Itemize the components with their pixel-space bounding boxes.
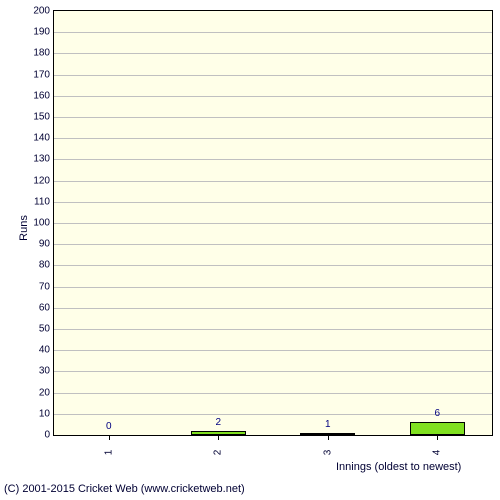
y-tick-label: 60 bbox=[39, 302, 50, 313]
grid-line bbox=[54, 244, 492, 245]
bar-value-label: 0 bbox=[106, 421, 112, 432]
x-axis-label: Innings (oldest to newest) bbox=[336, 461, 461, 473]
y-tick-label: 180 bbox=[33, 48, 50, 59]
grid-line bbox=[54, 308, 492, 309]
y-tick-label: 30 bbox=[39, 366, 50, 377]
y-tick-label: 200 bbox=[33, 6, 50, 17]
y-tick-label: 10 bbox=[39, 408, 50, 419]
grid-line bbox=[54, 371, 492, 372]
grid-line bbox=[54, 393, 492, 394]
y-tick-label: 90 bbox=[39, 239, 50, 250]
grid-line bbox=[54, 202, 492, 203]
grid-line bbox=[54, 350, 492, 351]
grid-line bbox=[54, 75, 492, 76]
x-tick-mark bbox=[437, 435, 438, 440]
x-tick-label: 4 bbox=[432, 450, 443, 456]
grid-line bbox=[54, 117, 492, 118]
y-axis-label: Runs bbox=[18, 215, 30, 241]
y-tick-label: 120 bbox=[33, 175, 50, 186]
chart-container: 0102030405060708090100110120130140150160… bbox=[0, 0, 500, 500]
grid-line bbox=[54, 265, 492, 266]
bar-value-label: 2 bbox=[215, 417, 221, 428]
grid-line bbox=[54, 414, 492, 415]
grid-line bbox=[54, 159, 492, 160]
y-tick-label: 170 bbox=[33, 69, 50, 80]
grid-line bbox=[54, 53, 492, 54]
y-tick-label: 0 bbox=[44, 430, 50, 441]
y-tick-label: 160 bbox=[33, 90, 50, 101]
y-tick-label: 40 bbox=[39, 345, 50, 356]
x-tick-label: 1 bbox=[103, 450, 114, 456]
x-tick-label: 3 bbox=[322, 450, 333, 456]
y-tick-label: 70 bbox=[39, 281, 50, 292]
grid-line bbox=[54, 96, 492, 97]
grid-line bbox=[54, 223, 492, 224]
copyright-text: (C) 2001-2015 Cricket Web (www.cricketwe… bbox=[4, 483, 245, 495]
y-tick-label: 80 bbox=[39, 260, 50, 271]
x-tick-mark bbox=[218, 435, 219, 440]
grid-line bbox=[54, 329, 492, 330]
y-tick-label: 130 bbox=[33, 154, 50, 165]
grid-line bbox=[54, 138, 492, 139]
plot-area: 0102030405060708090100110120130140150160… bbox=[53, 10, 493, 436]
y-tick-label: 110 bbox=[34, 196, 50, 207]
x-tick-label: 2 bbox=[213, 450, 224, 456]
x-tick-mark bbox=[109, 435, 110, 440]
y-tick-label: 140 bbox=[33, 133, 50, 144]
x-tick-mark bbox=[328, 435, 329, 440]
bar-value-label: 1 bbox=[325, 419, 331, 430]
grid-line bbox=[54, 181, 492, 182]
y-tick-label: 20 bbox=[39, 387, 50, 398]
y-tick-label: 50 bbox=[39, 324, 50, 335]
grid-line bbox=[54, 32, 492, 33]
bar bbox=[410, 422, 465, 435]
y-tick-label: 150 bbox=[33, 112, 50, 123]
y-tick-label: 100 bbox=[33, 218, 50, 229]
y-tick-label: 190 bbox=[33, 27, 50, 38]
grid-line bbox=[54, 287, 492, 288]
bar-value-label: 6 bbox=[434, 408, 440, 419]
